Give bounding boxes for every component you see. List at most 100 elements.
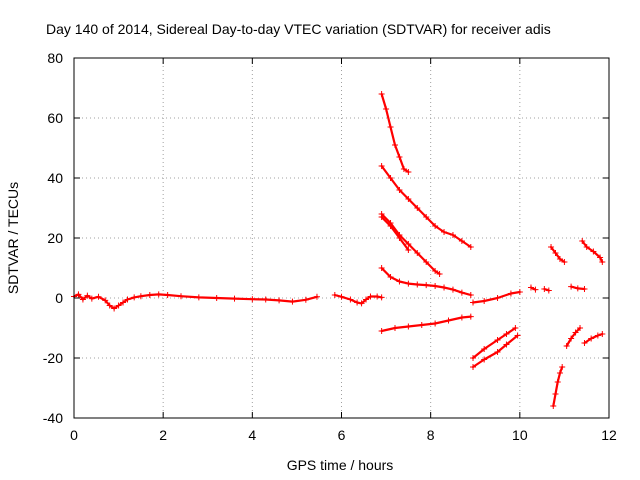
data-point <box>347 296 354 303</box>
data-point <box>155 291 162 298</box>
data-point <box>414 205 421 211</box>
data-point <box>467 313 474 320</box>
data-point <box>532 286 539 293</box>
x-axis-label: GPS time / hours <box>287 457 394 473</box>
data-point <box>131 294 138 301</box>
data-point <box>559 364 566 370</box>
series-short-2 <box>541 286 552 294</box>
series-line <box>549 245 566 264</box>
data-point <box>378 328 385 334</box>
data-point <box>387 124 394 130</box>
data-layer <box>71 91 606 409</box>
data-point <box>358 300 365 307</box>
data-point <box>458 238 465 244</box>
data-point <box>514 332 521 339</box>
data-point <box>405 196 412 202</box>
data-point <box>249 296 256 303</box>
data-point <box>213 295 220 301</box>
series-line <box>72 293 319 310</box>
data-point <box>432 320 439 327</box>
data-point <box>363 296 370 303</box>
data-point <box>494 349 501 355</box>
data-point <box>383 106 390 112</box>
data-point <box>405 169 412 175</box>
data-point <box>470 364 477 370</box>
data-point <box>503 331 510 337</box>
data-point <box>441 284 448 291</box>
data-point <box>458 314 465 321</box>
data-point <box>577 325 584 331</box>
series-arc-15 <box>581 331 606 346</box>
data-point <box>262 296 269 303</box>
data-point <box>481 356 488 363</box>
data-point <box>481 346 488 352</box>
data-point <box>507 290 514 297</box>
data-point <box>195 294 202 301</box>
x-tick-label: 8 <box>427 427 435 443</box>
data-point <box>146 292 153 298</box>
series-arc-14 <box>579 238 606 265</box>
data-point <box>276 297 283 304</box>
data-point <box>594 332 601 339</box>
data-point <box>556 256 563 262</box>
series-baseline-a <box>71 291 320 312</box>
data-point <box>387 175 394 181</box>
series-line <box>380 215 410 252</box>
x-tick-label: 4 <box>248 427 256 443</box>
data-point <box>396 187 403 193</box>
x-tick-label: 6 <box>338 427 346 443</box>
y-tick-label: 20 <box>47 230 63 246</box>
data-point <box>432 223 439 229</box>
series-line <box>583 332 604 345</box>
data-point <box>378 91 385 97</box>
data-point <box>378 214 385 220</box>
series-arc-3 <box>378 211 443 277</box>
data-point <box>568 283 575 290</box>
data-point <box>392 142 398 148</box>
data-point <box>548 244 555 250</box>
data-point <box>405 247 412 253</box>
data-point <box>111 305 118 312</box>
data-point <box>79 296 86 303</box>
data-point <box>561 259 568 265</box>
data-point <box>574 285 581 292</box>
series-arc-11 <box>568 283 588 292</box>
data-point <box>231 295 238 302</box>
series-arc-4 <box>378 214 412 253</box>
series-line <box>380 92 410 174</box>
data-point <box>467 244 474 250</box>
grid <box>74 58 609 418</box>
data-point <box>432 283 439 289</box>
data-point <box>470 299 477 306</box>
data-point <box>449 232 456 238</box>
data-point <box>106 302 113 309</box>
data-point <box>331 292 338 298</box>
y-axis-label: SDTVAR / TECUs <box>5 182 21 294</box>
data-point <box>583 244 590 250</box>
data-point <box>516 289 523 295</box>
data-point <box>392 325 398 331</box>
x-tick-label: 10 <box>512 427 528 443</box>
data-point <box>552 250 559 256</box>
data-point <box>405 280 412 287</box>
data-point <box>470 355 477 361</box>
data-point <box>84 292 91 299</box>
data-point <box>378 163 385 169</box>
chart-title: Day 140 of 2014, Sidereal Day-to-day VTE… <box>46 21 551 37</box>
data-point <box>405 323 412 330</box>
data-point <box>405 241 412 247</box>
data-point <box>387 274 394 280</box>
data-point <box>458 289 465 296</box>
data-point <box>503 341 510 348</box>
series-arc-2 <box>378 163 474 250</box>
data-point <box>568 335 575 342</box>
data-point <box>367 293 374 300</box>
data-point <box>75 291 82 298</box>
series-line <box>380 212 441 276</box>
data-point <box>545 287 552 294</box>
data-point <box>552 391 559 397</box>
data-point <box>554 379 561 385</box>
series-line <box>380 266 472 297</box>
data-point <box>467 292 474 298</box>
